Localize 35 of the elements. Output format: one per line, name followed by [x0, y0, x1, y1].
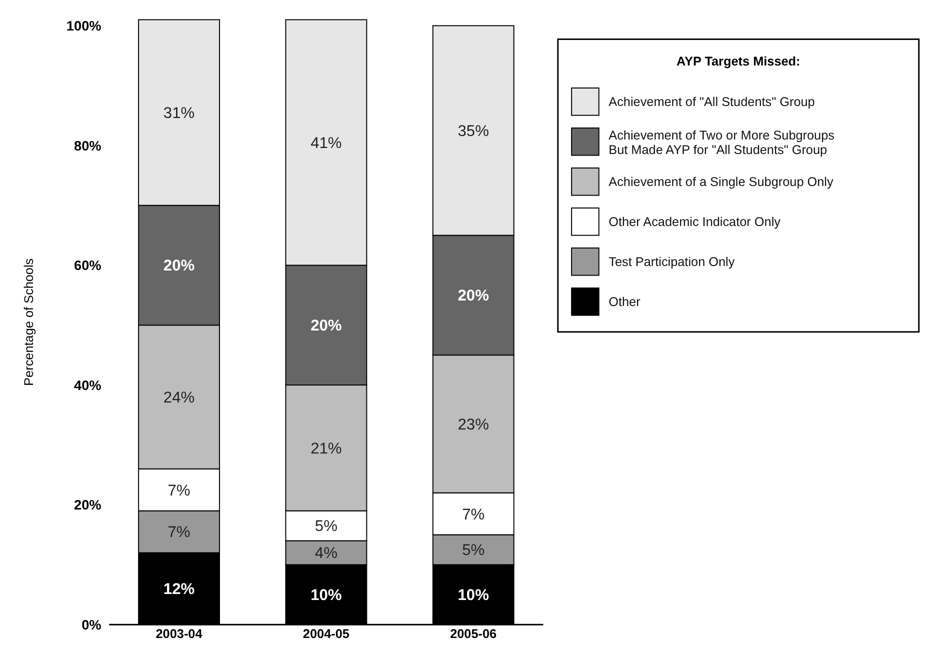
legend-title: AYP Targets Missed: [676, 54, 800, 69]
data-label: 5% [314, 518, 338, 536]
x-tick-label: 2005-06 [450, 627, 497, 642]
y-tick-label: 0% [82, 617, 102, 632]
data-label: 31% [163, 105, 195, 122]
data-label: 5% [462, 542, 485, 560]
data-label: 10% [458, 587, 490, 604]
data-label: 20% [163, 258, 195, 275]
data-label: 7% [168, 482, 190, 500]
x-tick-label: 2004-05 [302, 627, 350, 642]
legend-label: Test Participation Only [608, 255, 736, 270]
y-tick-label: 100% [66, 18, 102, 34]
data-label: 21% [310, 440, 342, 458]
data-label: 41% [310, 134, 342, 152]
data-label: 12% [163, 581, 195, 598]
legend-label: Achievement of a Single Subgroup Only [608, 175, 834, 190]
data-label: 24% [163, 389, 195, 406]
data-label: 7% [462, 506, 485, 524]
legend-label: Other Academic Indicator Only [608, 215, 782, 230]
y-axis-title: Percentage of Schools [22, 258, 36, 386]
data-label: 35% [458, 122, 490, 140]
x-tick-label: 2003-04 [156, 627, 202, 642]
legend-label: Achievement of Two or More Subgroups But Made AYP for "All Students" Group [608, 128, 835, 157]
y-tick-label: 80% [74, 138, 102, 154]
y-tick-label: 60% [74, 258, 102, 274]
legend-label: Achievement of "All Students" Group [608, 95, 815, 110]
data-label: 10% [310, 587, 342, 604]
legend-label: Other [608, 295, 642, 310]
data-label: 23% [458, 416, 490, 434]
data-label: 20% [310, 318, 342, 335]
y-tick-label: 20% [74, 498, 102, 513]
y-tick-label: 40% [74, 378, 102, 393]
data-label: 7% [168, 524, 190, 542]
data-label: 4% [314, 545, 338, 562]
data-label: 20% [458, 288, 490, 305]
